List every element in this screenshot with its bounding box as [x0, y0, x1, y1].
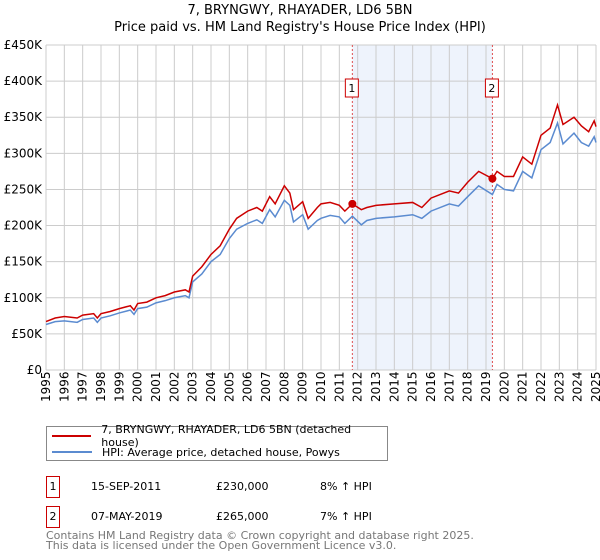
transaction-date: 15-SEP-2011: [91, 480, 162, 493]
legend-item-hpi: HPI: Average price, detached house, Powy…: [52, 444, 340, 460]
footer: Contains HM Land Registry data © Crown c…: [46, 529, 474, 552]
x-tick-label: 2006: [241, 371, 255, 402]
x-tick-label: 2003: [186, 371, 200, 402]
footer-line: This data is licensed under the Open Gov…: [46, 539, 397, 552]
x-tick-label: 2010: [314, 371, 328, 402]
x-tick-label: 2000: [131, 371, 145, 402]
legend: 7, BRYNGWY, RHAYADER, LD6 5BN (detached …: [46, 423, 388, 461]
legend-swatch-blue: [52, 451, 92, 453]
chart-subtitle: Price paid vs. HM Land Registry's House …: [114, 20, 486, 35]
x-tick-label: 2013: [369, 371, 383, 402]
sale-point: [348, 199, 357, 208]
x-tick-label: 2001: [149, 371, 163, 402]
x-tick-label: 2019: [479, 371, 493, 402]
x-tick-label: 2012: [351, 371, 365, 402]
transaction-date: 07-MAY-2019: [91, 510, 163, 523]
chart-title: 7, BRYNGWY, RHAYADER, LD6 5BN: [187, 3, 413, 18]
x-tick-label: 1995: [39, 371, 53, 402]
sale-label-box: [484, 78, 499, 98]
y-tick-label: £100K: [4, 291, 44, 305]
x-tick-label: 2016: [424, 371, 438, 402]
x-tick-label: 2014: [387, 371, 401, 402]
series-line: [45, 102, 597, 323]
transaction-price: £230,000: [216, 480, 269, 493]
legend-item-property: 7, BRYNGWY, RHAYADER, LD6 5BN (detached …: [52, 423, 387, 449]
transaction-hpi: 8% ↑ HPI: [320, 480, 372, 493]
footer-line: Contains HM Land Registry data © Crown c…: [46, 529, 474, 542]
y-tick-label: £0: [27, 363, 42, 377]
marker-badge: 1: [46, 476, 60, 498]
x-tick-label: 2023: [552, 371, 566, 402]
x-tick-label: 2015: [406, 371, 420, 402]
y-tick-label: £50K: [11, 327, 43, 341]
legend-swatch-red: [52, 435, 92, 437]
x-tick-label: 1999: [112, 371, 126, 402]
sale-label: 2: [488, 82, 495, 95]
legend-label: HPI: Average price, detached house, Powy…: [102, 445, 340, 459]
y-tick-label: £350K: [4, 110, 44, 124]
x-tick-label: 2008: [277, 371, 291, 402]
sale-label-box: [344, 78, 359, 98]
sale-label: 1: [348, 82, 355, 95]
x-tick-label: 2022: [534, 371, 548, 402]
y-tick-label: £200K: [4, 219, 44, 233]
x-tick-label: 2004: [204, 371, 218, 402]
x-tick-label: 2017: [442, 371, 456, 402]
plot-area: £0 £50K £100K £150K £200K £250K £300K £350K £400…: [4, 38, 600, 402]
y-tick-label: £300K: [4, 146, 44, 160]
x-tick-label: 2020: [497, 371, 511, 402]
y-tick-label: £400K: [4, 74, 44, 88]
x-tick-label: 2024: [571, 371, 585, 402]
legend-label: 7, BRYNGWY, RHAYADER, LD6 5BN (detached …: [101, 423, 352, 449]
x-tick-label: 2011: [332, 371, 346, 402]
sale-point: [488, 174, 497, 183]
y-tick-label: £250K: [4, 182, 44, 196]
x-tick-label: 2025: [589, 371, 600, 402]
x-tick-label: 2007: [259, 371, 273, 402]
x-tick-label: 2021: [516, 371, 530, 402]
x-tick-label: 2009: [296, 371, 310, 402]
x-tick-label: 2018: [461, 371, 475, 402]
series-line: [45, 120, 597, 326]
x-tick-label: 1998: [94, 371, 108, 402]
transaction-price: £265,000: [216, 510, 269, 523]
x-tick-label: 1996: [57, 371, 71, 402]
x-tick-label: 1997: [76, 371, 90, 402]
x-tick-label: 2002: [167, 371, 181, 402]
transaction-hpi: 7% ↑ HPI: [320, 510, 372, 523]
y-tick-label: £450K: [4, 38, 44, 52]
y-tick-label: £150K: [4, 255, 44, 269]
x-tick-label: 2005: [222, 371, 236, 402]
marker-badge: 2: [46, 506, 60, 528]
